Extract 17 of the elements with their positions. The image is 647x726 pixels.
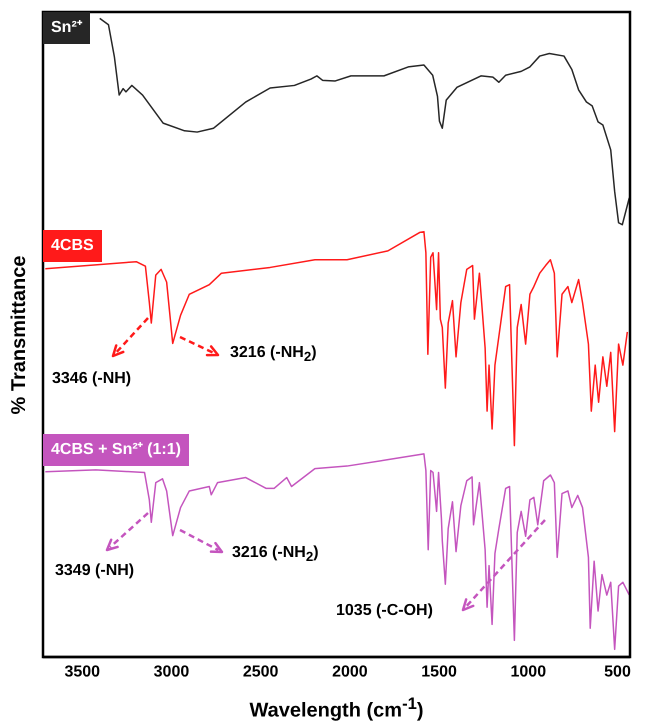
y-axis-title: % Transmittance: [8, 254, 31, 416]
series-label: 4CBS: [43, 230, 102, 262]
annotation: 3216 (-NH$_{2}$): [230, 344, 317, 364]
x-tick-label: 3000: [154, 663, 190, 680]
x-tick-label: 2500: [242, 663, 279, 680]
series-label: Sn²⁺: [43, 12, 90, 44]
x-tick-label: 3500: [64, 663, 100, 680]
annotation: 3346 (-NH): [52, 370, 132, 388]
series-label: 4CBS + Sn²⁺ (1:1): [43, 434, 189, 466]
x-tick-label: 1500: [421, 663, 457, 680]
x-tick-label: 2000: [332, 663, 368, 680]
x-tick-label: 1000: [510, 663, 546, 680]
annotation: 3349 (-NH): [55, 562, 134, 580]
x-tick-label: 500: [604, 663, 631, 680]
annotation: 1035 (-C-OH): [336, 602, 433, 620]
annotation: 3216 (-NH$_{2}$): [232, 544, 319, 564]
x-axis-title: Wavelength (cm$^{-1}$): [248, 694, 425, 723]
